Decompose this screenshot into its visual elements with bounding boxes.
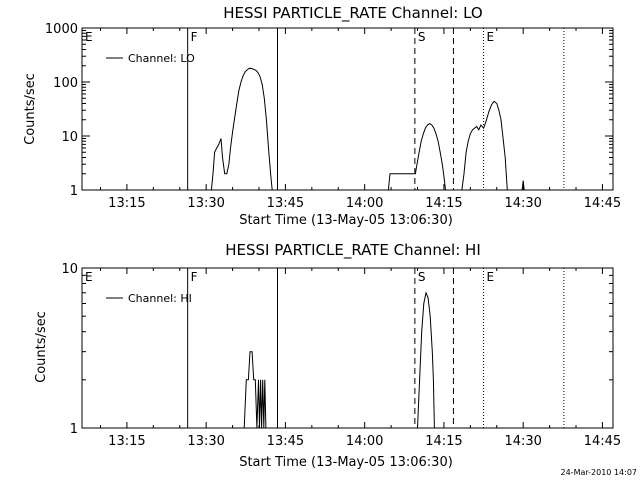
x-axis-label-lo: Start Time (13-May-05 13:06:30) bbox=[239, 213, 453, 228]
marker-label-hi: E bbox=[487, 270, 495, 284]
series-line-hi bbox=[417, 291, 435, 429]
marker-label-lo: F bbox=[191, 30, 198, 44]
marker-label-lo: S bbox=[418, 30, 426, 44]
chart-title-hi: HESSI PARTICLE_RATE Channel: HI bbox=[225, 241, 481, 260]
y-tick-label-lo: 1000 bbox=[45, 22, 78, 37]
marker-label-hi: S bbox=[418, 270, 426, 284]
series-line-lo bbox=[461, 100, 508, 191]
x-tick-label-hi: 13:45 bbox=[267, 434, 304, 449]
x-tick-label-lo: 13:15 bbox=[108, 196, 145, 211]
marker-label-lo: E bbox=[85, 30, 93, 44]
marker-label-hi: E bbox=[85, 270, 93, 284]
x-tick-label-hi: 14:00 bbox=[346, 434, 383, 449]
chart-title-lo: HESSI PARTICLE_RATE Channel: LO bbox=[223, 4, 482, 23]
x-axis-label-hi: Start Time (13-May-05 13:06:30) bbox=[239, 455, 453, 470]
x-tick-label-lo: 14:15 bbox=[425, 196, 462, 211]
series-line-lo bbox=[210, 67, 273, 191]
y-tick-label-lo: 10 bbox=[61, 130, 78, 145]
x-tick-label-lo: 14:45 bbox=[584, 196, 621, 211]
y-axis-label-lo: Counts/sec bbox=[23, 73, 38, 145]
legend-label-lo: Channel: LO bbox=[128, 52, 195, 65]
marker-label-hi: F bbox=[191, 270, 198, 284]
x-tick-label-lo: 13:45 bbox=[267, 196, 304, 211]
panel-lo: HESSI PARTICLE_RATE Channel: LO Counts/s… bbox=[23, 4, 621, 228]
y-axis-label-hi: Counts/sec bbox=[34, 311, 49, 383]
panel-hi: HESSI PARTICLE_RATE Channel: HI Counts/s… bbox=[34, 241, 621, 470]
y-tick-label-hi: 10 bbox=[61, 262, 78, 277]
legend-label-hi: Channel: HI bbox=[128, 292, 192, 305]
marker-label-lo: E bbox=[487, 30, 495, 44]
x-tick-label-hi: 14:30 bbox=[504, 434, 541, 449]
x-tick-label-lo: 14:30 bbox=[504, 196, 541, 211]
series-line-lo bbox=[521, 180, 525, 191]
y-tick-label-lo: 1 bbox=[70, 184, 78, 199]
x-tick-label-hi: 13:30 bbox=[187, 434, 224, 449]
x-tick-label-lo: 14:00 bbox=[346, 196, 383, 211]
series-line-lo bbox=[387, 123, 446, 191]
y-tick-label-hi: 1 bbox=[70, 422, 78, 437]
y-tick-label-lo: 100 bbox=[53, 76, 78, 91]
x-tick-label-hi: 13:15 bbox=[108, 434, 145, 449]
series-line-hi bbox=[243, 351, 267, 429]
timestamp: 24-Mar-2010 14:07 bbox=[561, 468, 638, 477]
x-tick-label-hi: 14:45 bbox=[584, 434, 621, 449]
x-tick-label-lo: 13:30 bbox=[187, 196, 224, 211]
x-tick-label-hi: 14:15 bbox=[425, 434, 462, 449]
